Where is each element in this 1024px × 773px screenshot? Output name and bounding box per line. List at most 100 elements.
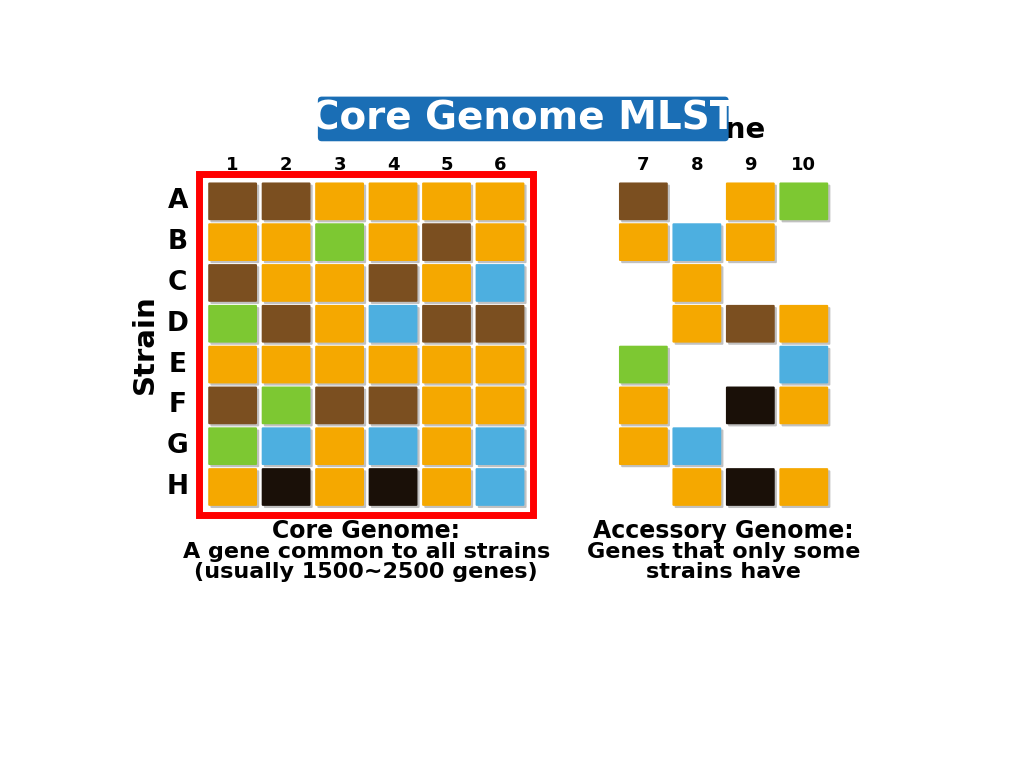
FancyBboxPatch shape	[422, 264, 471, 301]
FancyBboxPatch shape	[317, 266, 367, 304]
Text: 3: 3	[334, 156, 346, 175]
FancyBboxPatch shape	[726, 223, 775, 261]
FancyBboxPatch shape	[478, 185, 526, 223]
FancyBboxPatch shape	[424, 266, 473, 304]
FancyBboxPatch shape	[210, 266, 259, 304]
FancyBboxPatch shape	[422, 386, 471, 424]
FancyBboxPatch shape	[422, 182, 471, 220]
Text: A: A	[167, 189, 187, 214]
FancyBboxPatch shape	[317, 389, 367, 427]
FancyBboxPatch shape	[478, 266, 526, 304]
Text: 4: 4	[387, 156, 399, 175]
FancyBboxPatch shape	[208, 346, 257, 383]
FancyBboxPatch shape	[369, 223, 418, 261]
FancyBboxPatch shape	[208, 468, 257, 506]
FancyBboxPatch shape	[424, 307, 473, 345]
FancyBboxPatch shape	[728, 226, 777, 263]
Text: 9: 9	[744, 156, 757, 175]
FancyBboxPatch shape	[264, 430, 312, 467]
FancyBboxPatch shape	[475, 223, 524, 261]
FancyBboxPatch shape	[422, 346, 471, 383]
FancyBboxPatch shape	[264, 307, 312, 345]
FancyBboxPatch shape	[369, 305, 418, 342]
Text: C: C	[168, 270, 187, 296]
Text: H: H	[167, 474, 188, 500]
FancyBboxPatch shape	[315, 386, 364, 424]
Text: 2: 2	[280, 156, 292, 175]
FancyBboxPatch shape	[618, 386, 668, 424]
FancyBboxPatch shape	[475, 386, 524, 424]
FancyBboxPatch shape	[726, 182, 775, 220]
FancyBboxPatch shape	[210, 430, 259, 467]
FancyBboxPatch shape	[728, 307, 777, 345]
FancyBboxPatch shape	[371, 348, 420, 386]
Text: Genes that only some: Genes that only some	[587, 542, 860, 562]
FancyBboxPatch shape	[264, 348, 312, 386]
FancyBboxPatch shape	[673, 468, 721, 506]
Text: 8: 8	[690, 156, 703, 175]
FancyBboxPatch shape	[264, 470, 312, 508]
FancyBboxPatch shape	[208, 182, 257, 220]
FancyBboxPatch shape	[262, 346, 310, 383]
FancyBboxPatch shape	[622, 430, 670, 467]
FancyBboxPatch shape	[264, 389, 312, 427]
FancyBboxPatch shape	[317, 226, 367, 263]
FancyBboxPatch shape	[422, 468, 471, 506]
FancyBboxPatch shape	[478, 389, 526, 427]
FancyBboxPatch shape	[424, 430, 473, 467]
FancyBboxPatch shape	[781, 470, 830, 508]
FancyBboxPatch shape	[262, 264, 310, 301]
FancyBboxPatch shape	[779, 468, 828, 506]
FancyBboxPatch shape	[475, 182, 524, 220]
Text: Core Genome MLST: Core Genome MLST	[310, 100, 736, 138]
Text: Gene: Gene	[681, 116, 766, 144]
FancyBboxPatch shape	[475, 468, 524, 506]
FancyBboxPatch shape	[728, 389, 777, 427]
FancyBboxPatch shape	[675, 430, 723, 467]
Text: E: E	[169, 352, 186, 377]
FancyBboxPatch shape	[728, 470, 777, 508]
FancyBboxPatch shape	[618, 346, 668, 383]
FancyBboxPatch shape	[369, 182, 418, 220]
FancyBboxPatch shape	[369, 264, 418, 301]
FancyBboxPatch shape	[422, 223, 471, 261]
Text: 5: 5	[440, 156, 453, 175]
FancyBboxPatch shape	[424, 185, 473, 223]
FancyBboxPatch shape	[317, 307, 367, 345]
FancyBboxPatch shape	[262, 305, 310, 342]
FancyBboxPatch shape	[371, 389, 420, 427]
FancyBboxPatch shape	[675, 470, 723, 508]
FancyBboxPatch shape	[618, 182, 668, 220]
Text: Strain: Strain	[131, 295, 159, 394]
FancyBboxPatch shape	[726, 386, 775, 424]
FancyBboxPatch shape	[210, 226, 259, 263]
FancyBboxPatch shape	[369, 386, 418, 424]
Text: (usually 1500~2500 genes): (usually 1500~2500 genes)	[195, 562, 539, 582]
FancyBboxPatch shape	[369, 346, 418, 383]
FancyBboxPatch shape	[264, 266, 312, 304]
FancyBboxPatch shape	[369, 427, 418, 465]
Text: 6: 6	[494, 156, 506, 175]
FancyBboxPatch shape	[475, 427, 524, 465]
FancyBboxPatch shape	[208, 223, 257, 261]
FancyBboxPatch shape	[210, 307, 259, 345]
FancyBboxPatch shape	[673, 305, 721, 342]
FancyBboxPatch shape	[424, 470, 473, 508]
FancyBboxPatch shape	[673, 427, 721, 465]
FancyBboxPatch shape	[478, 470, 526, 508]
FancyBboxPatch shape	[262, 386, 310, 424]
FancyBboxPatch shape	[618, 223, 668, 261]
FancyBboxPatch shape	[622, 348, 670, 386]
FancyBboxPatch shape	[208, 386, 257, 424]
FancyBboxPatch shape	[478, 226, 526, 263]
FancyBboxPatch shape	[424, 389, 473, 427]
Text: Core Genome:: Core Genome:	[272, 519, 461, 543]
FancyBboxPatch shape	[726, 305, 775, 342]
FancyBboxPatch shape	[208, 264, 257, 301]
Text: 7: 7	[637, 156, 649, 175]
Text: B: B	[168, 229, 187, 255]
FancyBboxPatch shape	[475, 305, 524, 342]
Text: A gene common to all strains: A gene common to all strains	[182, 542, 550, 562]
FancyBboxPatch shape	[673, 264, 721, 301]
FancyBboxPatch shape	[262, 223, 310, 261]
